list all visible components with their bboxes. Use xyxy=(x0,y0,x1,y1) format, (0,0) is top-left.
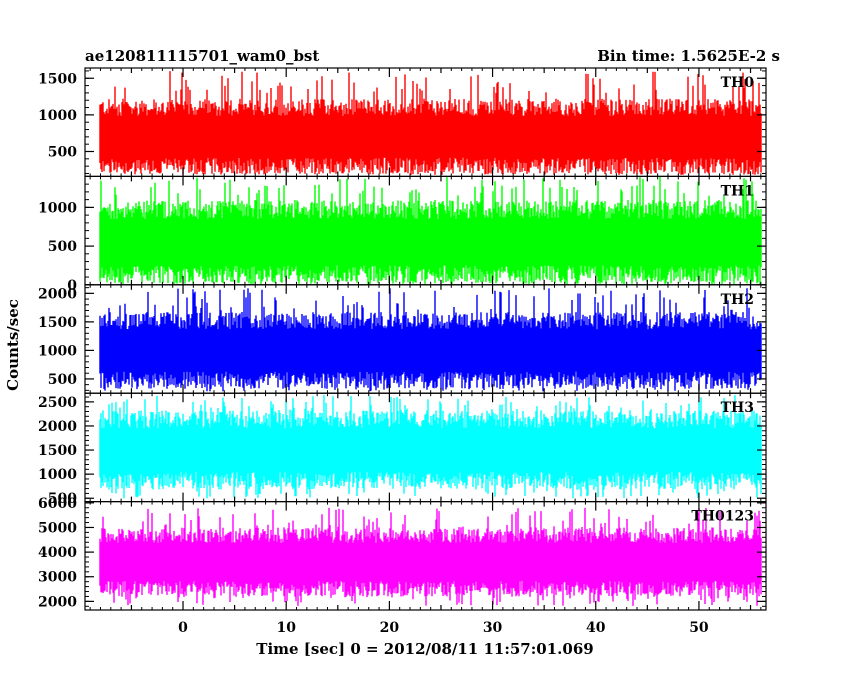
panel-label-th0123: TH0123 xyxy=(691,509,754,525)
x-tick-label: 50 xyxy=(689,620,709,636)
y-tick-label: 2000 xyxy=(38,594,77,610)
panel-th3: 500 1000 1500 2000 2500 TH3 xyxy=(38,392,767,507)
panel-label-th0: TH0 xyxy=(721,75,755,91)
y-tick-label: 1000 xyxy=(38,467,77,483)
y-tick-label: 1500 xyxy=(38,315,77,331)
y-tick-label: 1000 xyxy=(38,343,77,359)
y-tick-label: 2000 xyxy=(38,286,77,302)
y-tick-label: 3000 xyxy=(38,570,77,586)
y-tick-label: 500 xyxy=(48,239,77,255)
y-tick-label: 2500 xyxy=(38,395,77,411)
series-line-th2 xyxy=(99,288,762,392)
y-tick-label: 0 xyxy=(67,278,77,294)
panel-frame xyxy=(84,501,767,611)
plot-title-left: ae120811115701_wam0_bst xyxy=(85,47,319,65)
y-tick-label: 500 xyxy=(48,372,77,388)
panel-label-th1: TH1 xyxy=(721,183,754,199)
y-tick-label: 500 xyxy=(48,144,77,160)
panel-label-th2: TH2 xyxy=(721,292,754,308)
x-tick-label: 20 xyxy=(380,620,400,636)
y-tick-label: 2000 xyxy=(38,419,77,435)
panel-label-th3: TH3 xyxy=(721,400,754,416)
x-axis-label: Time [sec] 0 = 2012/08/11 11:57:01.069 xyxy=(256,640,593,658)
y-tick-label: 1500 xyxy=(38,443,77,459)
panel-th1: 0 500 1000 TH1 xyxy=(38,175,767,294)
y-tick-label: 5000 xyxy=(38,520,77,536)
y-tick-label: 6000 xyxy=(38,496,77,512)
y-tick-label: 1500 xyxy=(38,71,77,87)
panel-th2: 500 1000 1500 2000 TH2 xyxy=(38,284,767,394)
y-tick-label: 1000 xyxy=(38,200,77,216)
series-line-th3 xyxy=(99,394,762,499)
series-line-th0 xyxy=(99,71,762,175)
plot-title-right: Bin time: 1.5625E-2 s xyxy=(597,47,780,65)
x-tick-label: 0 xyxy=(178,620,188,636)
series-line-th1 xyxy=(99,176,762,285)
panel-th0123: 2000 3000 4000 5000 6000 TH0123 xyxy=(38,496,767,611)
panels-group: 500 1000 1500 TH0 0 500 1000 TH1 500 1000 1500 2000… xyxy=(38,67,767,611)
x-tick-label: 40 xyxy=(586,620,606,636)
y-axis-label: Counts/sec xyxy=(4,299,22,391)
y-tick-label: 1000 xyxy=(38,108,77,124)
y-tick-label: 500 xyxy=(48,491,77,507)
panel-th0: 500 1000 1500 TH0 xyxy=(38,67,767,178)
y-tick-label: 4000 xyxy=(38,545,77,561)
x-axis: 0 10 20 30 40 50 xyxy=(178,620,709,636)
x-tick-label: 30 xyxy=(483,620,503,636)
x-tick-label: 10 xyxy=(276,620,296,636)
series-line-th0123 xyxy=(99,507,762,606)
